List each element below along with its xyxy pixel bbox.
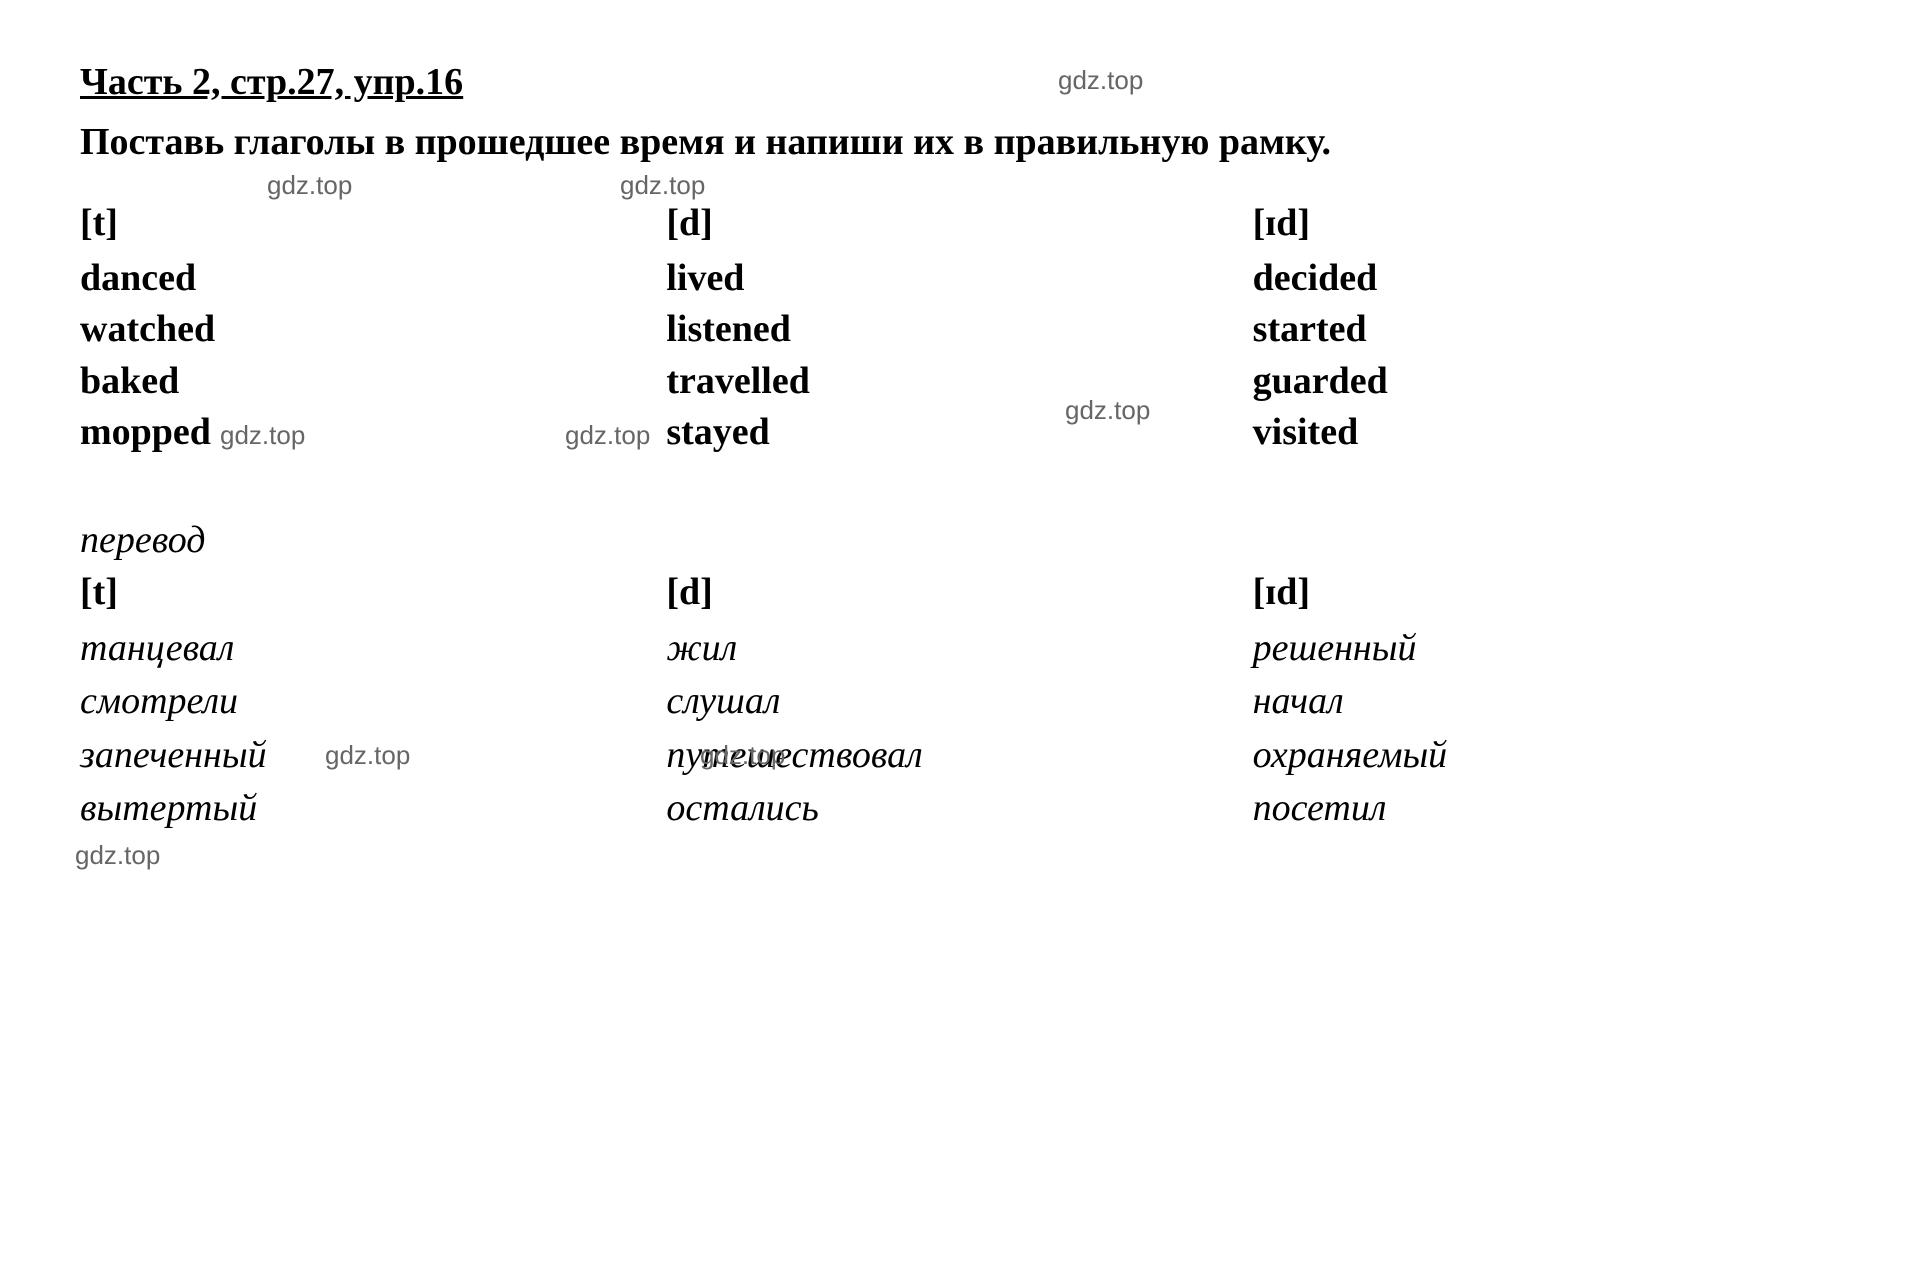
english-word: travelled: [666, 356, 1252, 407]
english-word: decided: [1253, 253, 1839, 304]
english-word: watched: [80, 304, 666, 355]
translation-word: остались: [666, 782, 1252, 835]
watermark-text: gdz.top: [620, 170, 705, 201]
english-word: danced: [80, 253, 666, 304]
column-id: [ɪd] decided started guarded visited: [1253, 201, 1839, 458]
translation-word: танцевал: [80, 622, 666, 675]
translation-word: слушал: [666, 675, 1252, 728]
english-word: started: [1253, 304, 1839, 355]
english-word: listened: [666, 304, 1252, 355]
english-word: visited: [1253, 407, 1839, 458]
translation-header: [t]: [80, 570, 666, 614]
translation-header: [ɪd]: [1253, 570, 1839, 614]
translation-column-id: [ɪd] решенный начал охраняемый посетил: [1253, 570, 1839, 835]
column-header: [d]: [666, 201, 1252, 245]
translation-column-t: [t] танцевал смотрели запеченный вытерты…: [80, 570, 666, 835]
english-words-table: [t] danced watched baked mopped [d] live…: [80, 201, 1839, 458]
translation-word: вытертый: [80, 782, 666, 835]
english-word: stayed: [666, 407, 1252, 458]
english-word: guarded: [1253, 356, 1839, 407]
watermark-text: gdz.top: [75, 840, 160, 871]
translation-word: начал: [1253, 675, 1839, 728]
english-word: lived: [666, 253, 1252, 304]
watermark-text: gdz.top: [565, 420, 650, 451]
translation-table: [t] танцевал смотрели запеченный вытерты…: [80, 570, 1839, 835]
translation-column-d: [d] жил слушал путешествовал остались: [666, 570, 1252, 835]
page-title: Часть 2, стр.27, упр.16: [80, 60, 1839, 104]
translation-label: перевод: [80, 518, 1839, 562]
column-header: [t]: [80, 201, 666, 245]
watermark-text: gdz.top: [325, 740, 410, 771]
translation-header: [d]: [666, 570, 1252, 614]
english-word: baked: [80, 356, 666, 407]
translation-word: жил: [666, 622, 1252, 675]
watermark-text: gdz.top: [1058, 65, 1143, 96]
watermark-text: gdz.top: [267, 170, 352, 201]
column-header: [ɪd]: [1253, 201, 1839, 245]
translation-word: решенный: [1253, 622, 1839, 675]
column-d: [d] lived listened travelled stayed: [666, 201, 1252, 458]
translation-word: смотрели: [80, 675, 666, 728]
watermark-text: gdz.top: [700, 740, 785, 771]
translation-word: посетил: [1253, 782, 1839, 835]
instruction-text: Поставь глаголы в прошедшее время и напи…: [80, 114, 1839, 171]
translation-word: охраняемый: [1253, 729, 1839, 782]
watermark-text: gdz.top: [220, 420, 305, 451]
watermark-text: gdz.top: [1065, 395, 1150, 426]
